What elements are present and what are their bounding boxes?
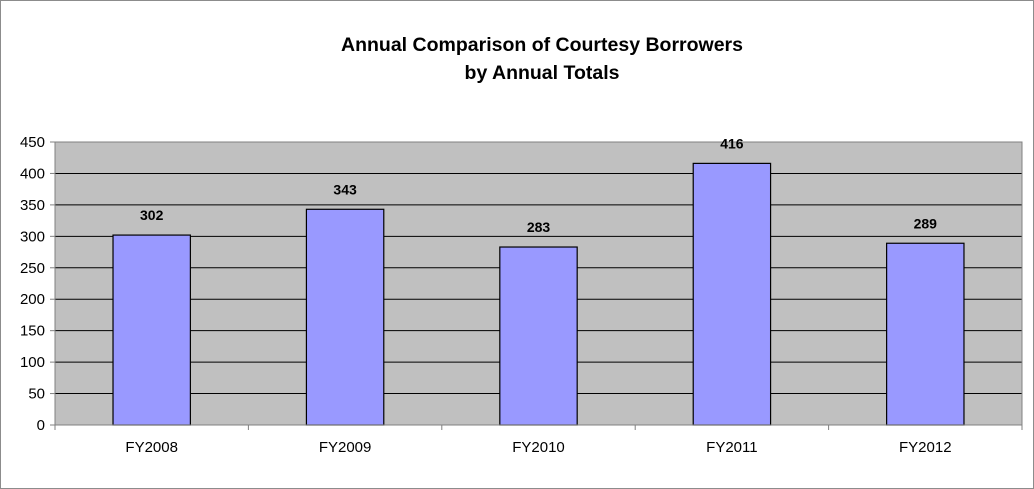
axes: [50, 141, 1023, 430]
x-axis-tick-labels: FY2008 FY2009 FY2010 FY2011 FY2012: [125, 439, 951, 456]
plot-border: [54, 141, 1023, 426]
chart-title-line-1: Annual Comparison of Courtesy Borrowers: [341, 34, 743, 56]
bar-fy2012: [886, 242, 965, 426]
x-tick-label-fy2010: FY2010: [512, 439, 565, 456]
y-tick-label: 100: [20, 354, 45, 371]
chart-title-line-2: by Annual Totals: [465, 62, 620, 84]
y-tick-label: 150: [20, 323, 45, 340]
data-labels: 302 343 283 416 289: [140, 135, 937, 235]
x-tick-label-fy2009: FY2009: [319, 439, 372, 456]
bars: [112, 162, 965, 426]
y-tick-label: 400: [20, 165, 45, 182]
bar-fy2011: [692, 162, 772, 426]
y-tick-label: 0: [37, 417, 45, 434]
data-label-fy2009: 343: [333, 181, 357, 197]
data-label-fy2008: 302: [140, 207, 164, 223]
data-label-fy2011: 416: [720, 135, 744, 151]
bar-fy2010: [499, 246, 578, 426]
y-axis-tick-labels: 0 50 100 150 200 250 300 350 400 450: [20, 134, 45, 434]
x-tick-label-fy2011: FY2011: [706, 439, 757, 456]
y-tick-label: 350: [20, 197, 45, 214]
data-label-fy2010: 283: [527, 219, 551, 235]
bar-fy2008: [112, 234, 191, 426]
y-tick-label: 450: [20, 134, 45, 151]
bar-fy2009: [305, 208, 385, 426]
y-tick-label: 300: [20, 228, 45, 245]
y-tick-label: 200: [20, 291, 45, 308]
y-tick-label: 250: [20, 260, 45, 277]
x-tick-label-fy2012: FY2012: [899, 439, 952, 456]
x-tick-label-fy2008: FY2008: [125, 439, 178, 456]
y-tick-label: 50: [28, 386, 45, 403]
data-label-fy2012: 289: [914, 215, 938, 231]
